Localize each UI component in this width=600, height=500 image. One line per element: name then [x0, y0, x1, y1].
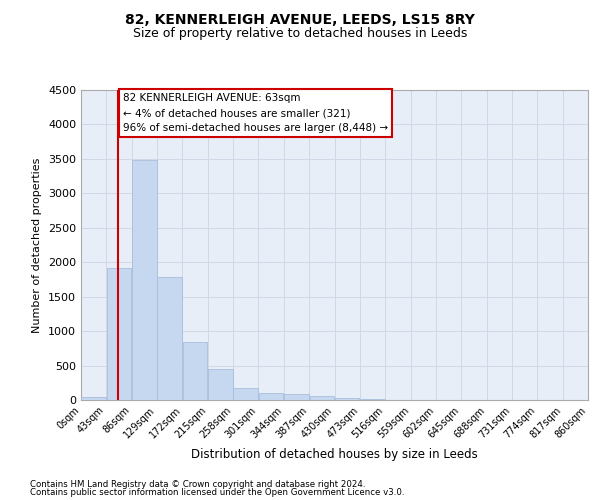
X-axis label: Distribution of detached houses by size in Leeds: Distribution of detached houses by size …	[191, 448, 478, 461]
Bar	[310, 396, 334, 400]
Bar	[233, 388, 258, 400]
Bar	[259, 393, 283, 400]
Bar	[183, 342, 208, 400]
Bar	[107, 268, 131, 400]
Bar	[82, 396, 106, 400]
Text: Size of property relative to detached houses in Leeds: Size of property relative to detached ho…	[133, 28, 467, 40]
Text: Contains public sector information licensed under the Open Government Licence v3: Contains public sector information licen…	[30, 488, 404, 497]
Y-axis label: Number of detached properties: Number of detached properties	[32, 158, 43, 332]
Bar	[132, 160, 157, 400]
Bar	[208, 369, 233, 400]
Bar	[157, 276, 182, 400]
Text: Contains HM Land Registry data © Crown copyright and database right 2024.: Contains HM Land Registry data © Crown c…	[30, 480, 365, 489]
Bar	[284, 394, 309, 400]
Text: 82 KENNERLEIGH AVENUE: 63sqm
← 4% of detached houses are smaller (321)
96% of se: 82 KENNERLEIGH AVENUE: 63sqm ← 4% of det…	[123, 94, 388, 133]
Bar	[335, 398, 359, 400]
Text: 82, KENNERLEIGH AVENUE, LEEDS, LS15 8RY: 82, KENNERLEIGH AVENUE, LEEDS, LS15 8RY	[125, 12, 475, 26]
